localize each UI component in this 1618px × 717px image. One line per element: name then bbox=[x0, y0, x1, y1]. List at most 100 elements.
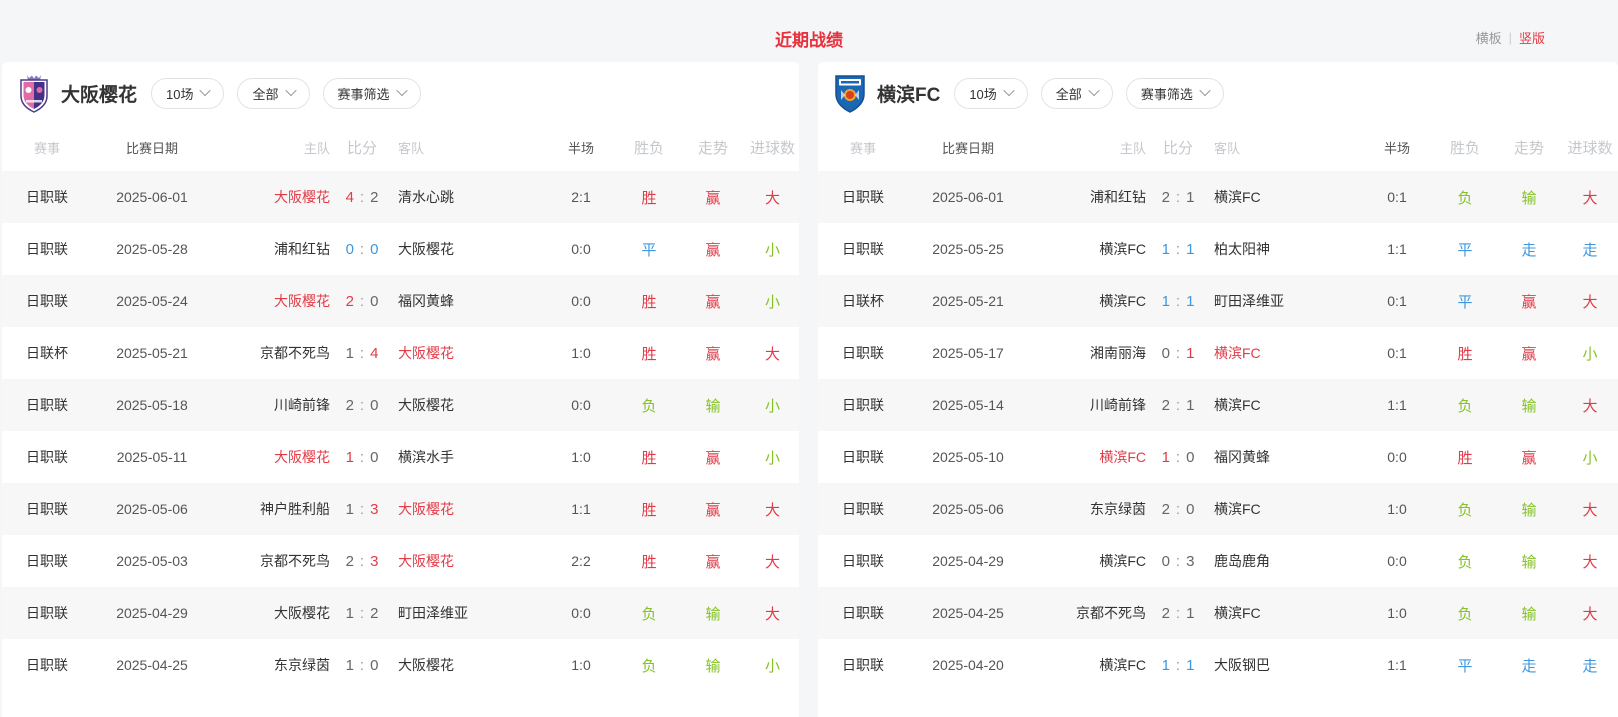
home-team: 东京绿茵 bbox=[274, 657, 330, 673]
scope-value: 全部 bbox=[1055, 86, 1082, 102]
trend-badge: 输 bbox=[1521, 605, 1537, 623]
chevron-down-icon bbox=[395, 84, 408, 96]
column-header-half: 半场 bbox=[1383, 141, 1410, 156]
home-goals: 2 bbox=[1161, 500, 1170, 518]
scope-dropdown[interactable]: 全部 bbox=[237, 77, 310, 109]
result-badge: 胜 bbox=[1457, 345, 1473, 363]
page-title: 近期战绩 bbox=[775, 31, 843, 50]
competition-filter-dropdown[interactable]: 赛事筛选 bbox=[322, 77, 421, 109]
table-header-row: 赛事 比赛日期 主队 比分 客队 半场 胜负 走势 进球数 bbox=[818, 124, 1618, 171]
score-colon: : bbox=[1175, 240, 1181, 258]
result-badge: 胜 bbox=[641, 189, 657, 207]
chevron-down-icon bbox=[199, 84, 212, 96]
column-header-half: 半场 bbox=[567, 141, 594, 156]
home-team: 川崎前锋 bbox=[1090, 397, 1146, 413]
match-date: 2025-04-20 bbox=[932, 657, 1004, 673]
top-bar: 近期战绩 横板 | 竖版 bbox=[0, 0, 1618, 62]
result-badge: 平 bbox=[641, 241, 657, 259]
team-name: 横滨FC bbox=[877, 84, 941, 106]
match-score: 1:0 bbox=[330, 657, 394, 674]
panel-cerezo-osaka: 大阪樱花 10场 全部 赛事筛选 赛事 比赛日期 主队 比分 客队 半场 胜负 走势 进球数 日… bbox=[2, 62, 799, 717]
away-team: 横滨FC bbox=[1214, 397, 1261, 413]
column-header-score: 比分 bbox=[346, 140, 377, 157]
score-colon: : bbox=[1175, 344, 1181, 362]
away-team: 大阪樱花 bbox=[398, 241, 454, 257]
match-league: 日职联 bbox=[26, 553, 68, 569]
away-goals: 0 bbox=[370, 656, 379, 674]
trend-badge: 输 bbox=[1521, 501, 1537, 519]
away-goals: 1 bbox=[1186, 396, 1195, 414]
goals-badge: 大 bbox=[1582, 605, 1598, 623]
result-badge: 负 bbox=[1457, 397, 1473, 415]
half-time-score: 0:0 bbox=[1387, 553, 1407, 569]
away-goals: 0 bbox=[370, 292, 379, 310]
table-row: 日联杯 2025-05-21 京都不死鸟 1:4 大阪樱花 1:0 胜 赢 大 bbox=[2, 327, 799, 379]
table-row: 日职联 2025-06-01 大阪樱花 4:2 清水心跳 2:1 胜 赢 大 bbox=[2, 171, 799, 223]
table-row: 日职联 2025-04-20 横滨FC 1:1 大阪钢巴 1:1 平 走 走 bbox=[818, 639, 1618, 691]
home-team: 横滨FC bbox=[1099, 657, 1146, 673]
trend-badge: 赢 bbox=[705, 241, 721, 259]
half-time-score: 0:0 bbox=[1387, 449, 1407, 465]
score-colon: : bbox=[1175, 396, 1181, 414]
away-goals: 1 bbox=[1186, 604, 1195, 622]
match-score: 1:2 bbox=[330, 605, 394, 622]
half-time-score: 0:1 bbox=[1387, 345, 1407, 361]
column-header-trend: 走势 bbox=[697, 140, 728, 157]
half-time-score: 1:0 bbox=[571, 657, 591, 673]
match-league: 日联杯 bbox=[842, 293, 884, 309]
home-goals: 1 bbox=[1161, 656, 1170, 674]
home-goals: 0 bbox=[1161, 552, 1170, 570]
trend-badge: 输 bbox=[1521, 189, 1537, 207]
away-goals: 3 bbox=[370, 500, 379, 518]
match-score: 2:0 bbox=[330, 397, 394, 414]
table-row: 日职联 2025-05-03 京都不死鸟 2:3 大阪樱花 2:2 胜 赢 大 bbox=[2, 535, 799, 587]
match-date: 2025-05-18 bbox=[116, 397, 188, 413]
table-row: 日职联 2025-06-01 浦和红钻 2:1 横滨FC 0:1 负 输 大 bbox=[818, 171, 1618, 223]
match-league: 日职联 bbox=[842, 189, 884, 205]
home-team: 大阪樱花 bbox=[274, 293, 330, 309]
goals-badge: 大 bbox=[764, 553, 780, 571]
away-team: 大阪樱花 bbox=[398, 397, 454, 413]
half-time-score: 0:1 bbox=[1387, 189, 1407, 205]
home-team: 横滨FC bbox=[1099, 449, 1146, 465]
match-score: 4:2 bbox=[330, 189, 394, 206]
match-date: 2025-05-06 bbox=[116, 501, 188, 517]
goals-badge: 小 bbox=[764, 397, 780, 415]
chevron-down-icon bbox=[1199, 84, 1211, 96]
home-goals: 1 bbox=[1161, 292, 1170, 310]
matches-count-dropdown[interactable]: 10场 bbox=[954, 77, 1028, 109]
trend-badge: 赢 bbox=[705, 501, 721, 519]
match-league: 日职联 bbox=[26, 293, 68, 309]
home-team: 川崎前锋 bbox=[274, 397, 330, 413]
half-time-score: 0:0 bbox=[571, 293, 591, 309]
competition-filter-dropdown[interactable]: 赛事筛选 bbox=[1125, 77, 1224, 109]
result-badge: 负 bbox=[641, 605, 657, 623]
match-date: 2025-04-29 bbox=[116, 605, 188, 621]
column-header-result: 胜负 bbox=[633, 140, 664, 157]
score-colon: : bbox=[359, 656, 365, 674]
half-time-score: 1:1 bbox=[571, 501, 591, 517]
scope-dropdown[interactable]: 全部 bbox=[1040, 77, 1113, 109]
goals-badge: 大 bbox=[1582, 553, 1598, 571]
view-toggle-horizontal[interactable]: 横板 bbox=[1475, 31, 1502, 46]
home-team: 横滨FC bbox=[1099, 553, 1146, 569]
match-date: 2025-05-28 bbox=[116, 241, 188, 257]
away-team: 大阪樱花 bbox=[398, 553, 454, 569]
half-time-score: 0:0 bbox=[571, 397, 591, 413]
match-score: 0:0 bbox=[330, 241, 394, 258]
result-badge: 平 bbox=[1457, 657, 1473, 675]
match-score: 2:1 bbox=[1146, 189, 1210, 206]
column-header-trend: 走势 bbox=[1513, 140, 1544, 157]
home-team: 大阪樱花 bbox=[274, 189, 330, 205]
home-team: 横滨FC bbox=[1099, 293, 1146, 309]
match-score: 1:0 bbox=[330, 449, 394, 466]
result-badge: 胜 bbox=[641, 449, 657, 467]
view-toggle-vertical[interactable]: 竖版 bbox=[1518, 31, 1545, 46]
matches-count-dropdown[interactable]: 10场 bbox=[151, 77, 225, 109]
away-team: 鹿岛鹿角 bbox=[1214, 553, 1270, 569]
score-colon: : bbox=[1175, 448, 1181, 466]
match-date: 2025-04-25 bbox=[932, 605, 1004, 621]
table-row: 日职联 2025-04-29 大阪樱花 1:2 町田泽维亚 0:0 负 输 大 bbox=[2, 587, 799, 639]
home-goals: 1 bbox=[345, 344, 354, 362]
result-badge: 胜 bbox=[641, 293, 657, 311]
